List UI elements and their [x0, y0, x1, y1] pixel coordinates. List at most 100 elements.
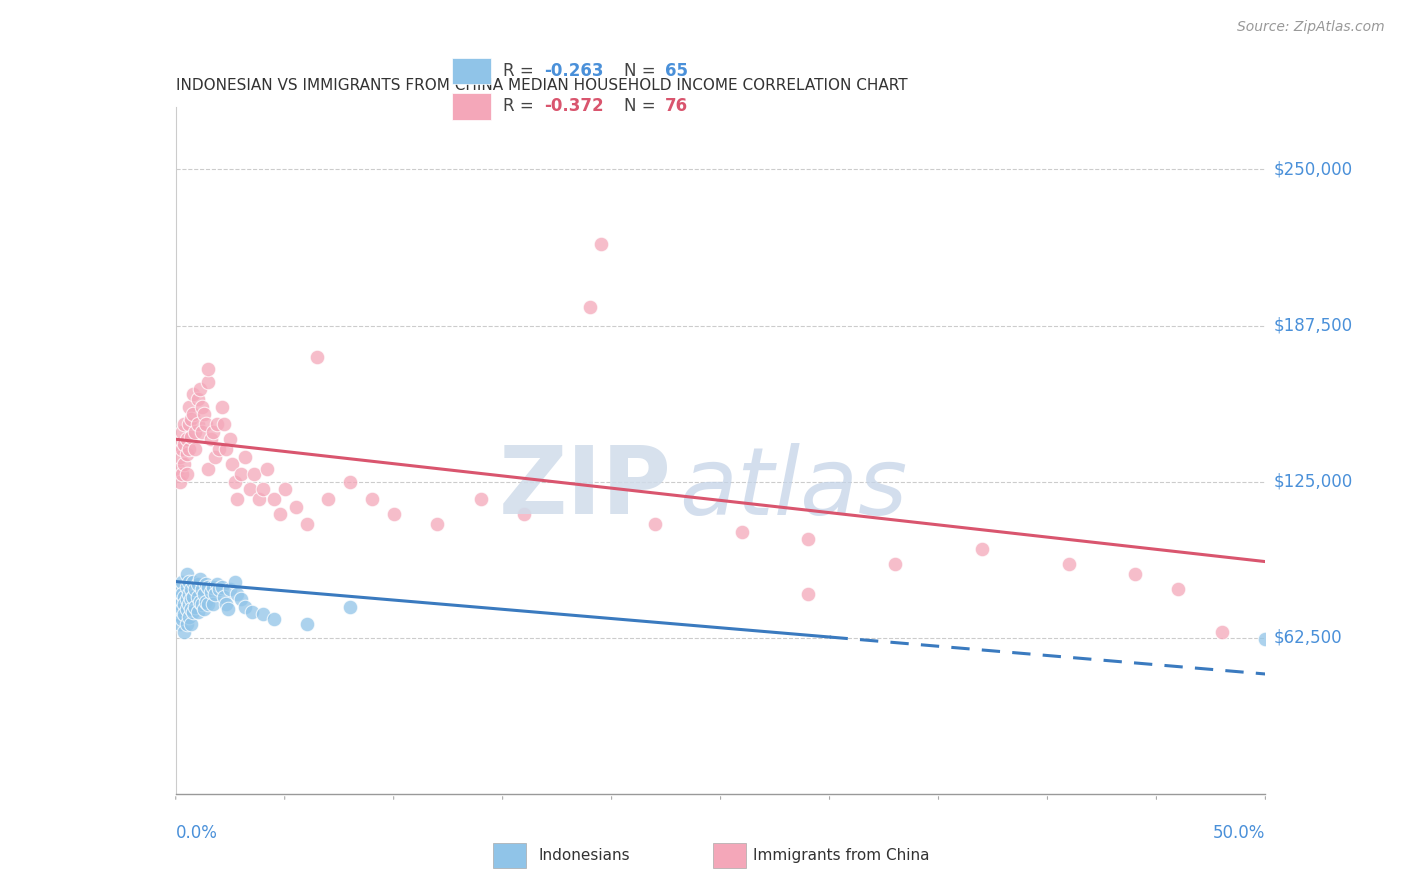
Point: [169, 617, 191, 632]
Point: [177, 400, 200, 414]
Point: [197, 580, 219, 594]
Point: [180, 617, 202, 632]
Text: 76: 76: [665, 97, 688, 115]
Point: [231, 592, 253, 607]
Point: [219, 432, 242, 446]
Point: [970, 542, 993, 557]
Point: [201, 597, 224, 611]
Point: [172, 467, 194, 482]
Point: [235, 450, 257, 464]
Point: [256, 462, 278, 476]
Point: [169, 450, 191, 464]
Point: [167, 607, 190, 621]
Text: $62,500: $62,500: [1274, 629, 1343, 647]
Point: [195, 577, 218, 591]
Point: [191, 582, 214, 596]
Point: [197, 362, 219, 376]
Text: -0.372: -0.372: [544, 97, 603, 115]
Point: [176, 432, 198, 446]
Point: [231, 467, 253, 482]
Point: [173, 597, 195, 611]
Point: [180, 430, 202, 444]
Point: [173, 417, 195, 432]
Point: [197, 375, 219, 389]
Point: [204, 450, 226, 464]
Point: [200, 432, 222, 446]
Point: [167, 462, 190, 476]
Point: [180, 582, 202, 596]
Point: [224, 574, 246, 589]
Point: [177, 417, 200, 432]
Point: [181, 407, 204, 421]
Point: [211, 580, 233, 594]
Text: $187,500: $187,500: [1274, 317, 1353, 334]
Point: [169, 597, 191, 611]
Point: [339, 599, 361, 614]
Text: $125,000: $125,000: [1274, 473, 1353, 491]
Point: [172, 602, 194, 616]
Bar: [451, 94, 491, 120]
Point: [208, 582, 231, 596]
Point: [191, 400, 214, 414]
Point: [339, 475, 361, 489]
Point: [1123, 567, 1146, 582]
Point: [252, 607, 274, 621]
Point: [239, 482, 262, 496]
Point: [176, 592, 198, 607]
Point: [307, 350, 329, 364]
Text: 50.0%: 50.0%: [1213, 824, 1265, 842]
Point: [180, 592, 202, 607]
Point: [184, 599, 207, 614]
Point: [195, 594, 218, 608]
Point: [579, 300, 602, 314]
Point: [240, 605, 263, 619]
Text: 0.0%: 0.0%: [176, 824, 218, 842]
Point: [172, 587, 194, 601]
Point: [204, 587, 226, 601]
Point: [200, 584, 222, 599]
Y-axis label: Median Household Income: Median Household Income: [0, 349, 7, 552]
Bar: [451, 58, 491, 85]
Point: [884, 557, 907, 571]
Point: [589, 237, 612, 252]
Point: [172, 574, 194, 589]
Point: [225, 587, 247, 601]
Point: [181, 574, 204, 589]
Point: [176, 580, 198, 594]
Point: [252, 482, 274, 496]
Point: [195, 417, 218, 432]
Point: [184, 582, 207, 596]
Point: [513, 507, 536, 521]
Point: [188, 594, 211, 608]
Point: [176, 467, 198, 482]
Point: [247, 492, 270, 507]
Point: [318, 492, 340, 507]
Point: [173, 624, 195, 639]
Point: [215, 442, 238, 457]
Point: [284, 500, 307, 514]
Text: ZIP: ZIP: [499, 442, 672, 534]
Text: 65: 65: [665, 62, 688, 80]
Point: [177, 609, 200, 624]
Point: [217, 602, 239, 616]
Text: R =: R =: [503, 62, 540, 80]
Point: [295, 617, 318, 632]
Point: [644, 517, 666, 532]
Point: [186, 417, 209, 432]
Point: [221, 457, 243, 471]
Point: [224, 475, 246, 489]
Point: [177, 597, 200, 611]
Point: [167, 437, 190, 451]
Text: N =: N =: [624, 97, 661, 115]
Point: [172, 442, 194, 457]
Text: Immigrants from China: Immigrants from China: [754, 848, 929, 863]
Point: [201, 425, 224, 439]
Point: [180, 412, 202, 426]
Point: [731, 524, 754, 539]
Point: [1167, 582, 1189, 596]
Point: [184, 425, 207, 439]
Point: [176, 567, 198, 582]
Point: [470, 492, 492, 507]
Point: [181, 590, 204, 604]
Point: [1211, 624, 1233, 639]
